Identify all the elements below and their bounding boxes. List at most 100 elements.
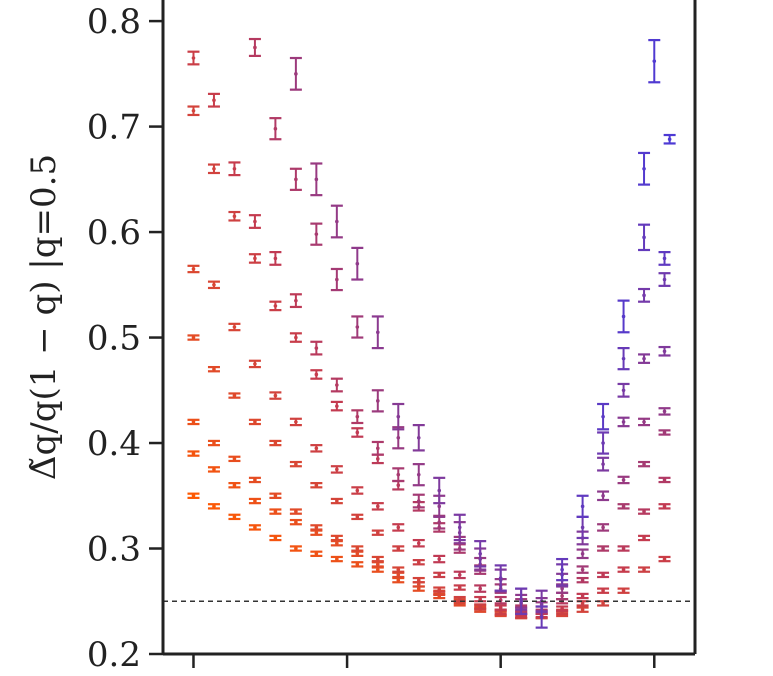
data-point — [248, 476, 261, 484]
point-marker — [621, 420, 626, 424]
data-point — [392, 566, 405, 573]
point-marker — [232, 214, 237, 219]
data-point — [269, 492, 282, 499]
y-tick-label: 0.8 — [87, 2, 141, 42]
data-point — [228, 210, 241, 222]
y-axis-label: Δ̃q/q(1 − q) |q=0.5 — [24, 154, 64, 480]
data-point — [617, 587, 630, 594]
point-marker — [416, 435, 421, 440]
point-marker — [478, 551, 483, 556]
point-marker — [212, 467, 216, 472]
point-marker — [478, 604, 483, 609]
data-point — [187, 334, 200, 341]
point-marker — [376, 504, 380, 509]
data-point — [556, 557, 569, 582]
data-point — [412, 538, 425, 548]
data-point — [453, 513, 466, 542]
data-point — [330, 540, 343, 547]
point-marker — [601, 525, 605, 530]
point-marker — [416, 582, 421, 587]
point-marker — [498, 610, 503, 614]
point-marker — [437, 587, 442, 592]
series-4 — [187, 264, 671, 614]
point-marker — [212, 98, 216, 103]
data-point — [248, 214, 261, 229]
data-point — [597, 431, 610, 455]
data-point — [433, 476, 446, 505]
data-point — [330, 204, 343, 239]
data-point — [576, 494, 589, 518]
data-point — [351, 561, 364, 568]
data-point — [351, 315, 364, 339]
data-point — [228, 513, 241, 521]
point-marker — [314, 177, 319, 182]
point-marker — [191, 451, 196, 456]
data-point — [617, 475, 630, 485]
point-marker — [191, 267, 196, 271]
data-point — [248, 359, 261, 369]
point-marker — [355, 430, 360, 435]
point-marker — [457, 597, 462, 601]
point-marker — [621, 314, 626, 319]
point-marker — [621, 478, 626, 482]
point-marker — [191, 335, 196, 340]
data-point — [597, 523, 610, 532]
data-point — [658, 476, 671, 484]
point-marker — [294, 335, 298, 340]
data-point — [248, 253, 261, 264]
point-marker — [416, 586, 421, 591]
point-marker — [273, 509, 278, 514]
point-marker — [642, 293, 646, 298]
axes: 0.2 0.3 0.4 0.5 0.6 0.7 0.8 — [87, 0, 697, 675]
point-marker — [642, 356, 646, 361]
data-point — [638, 460, 651, 468]
point-marker — [437, 557, 442, 561]
data-point — [269, 391, 282, 400]
data-point — [433, 586, 446, 593]
data-point — [310, 369, 323, 380]
point-marker — [621, 546, 626, 551]
data-point — [187, 264, 200, 274]
point-marker — [314, 346, 319, 350]
point-marker — [396, 414, 401, 419]
point-marker — [294, 520, 298, 524]
series-3 — [187, 334, 671, 617]
data-point — [638, 287, 651, 303]
data-point — [289, 293, 302, 309]
point-marker — [457, 585, 462, 590]
data-point — [310, 222, 323, 246]
data-point — [248, 497, 261, 505]
data-point — [330, 497, 343, 505]
point-marker — [396, 483, 401, 488]
data-point — [494, 595, 507, 605]
data-point — [207, 365, 220, 373]
point-marker — [314, 551, 319, 556]
data-point — [330, 534, 343, 542]
point-marker — [376, 530, 380, 535]
data-point — [310, 444, 323, 453]
data-point — [228, 392, 241, 399]
data-point — [617, 566, 630, 573]
data-point — [597, 402, 610, 431]
point-marker — [642, 462, 646, 466]
data-point — [617, 346, 630, 371]
point-marker — [580, 551, 585, 556]
y-tick-label: 0.4 — [87, 424, 141, 464]
data-point — [187, 105, 200, 117]
data-point — [474, 603, 487, 610]
data-point — [310, 162, 323, 197]
data-point — [433, 571, 446, 579]
point-marker — [601, 588, 605, 593]
data-point — [371, 315, 384, 350]
point-marker — [396, 546, 401, 551]
data-point — [269, 300, 282, 312]
point-marker — [191, 420, 196, 424]
point-marker — [253, 45, 257, 50]
point-marker — [560, 567, 564, 572]
point-marker — [273, 536, 278, 540]
data-point — [187, 50, 200, 66]
data-point — [638, 534, 651, 542]
data-point — [658, 429, 671, 436]
data-point — [351, 427, 364, 438]
point-marker — [212, 504, 216, 509]
